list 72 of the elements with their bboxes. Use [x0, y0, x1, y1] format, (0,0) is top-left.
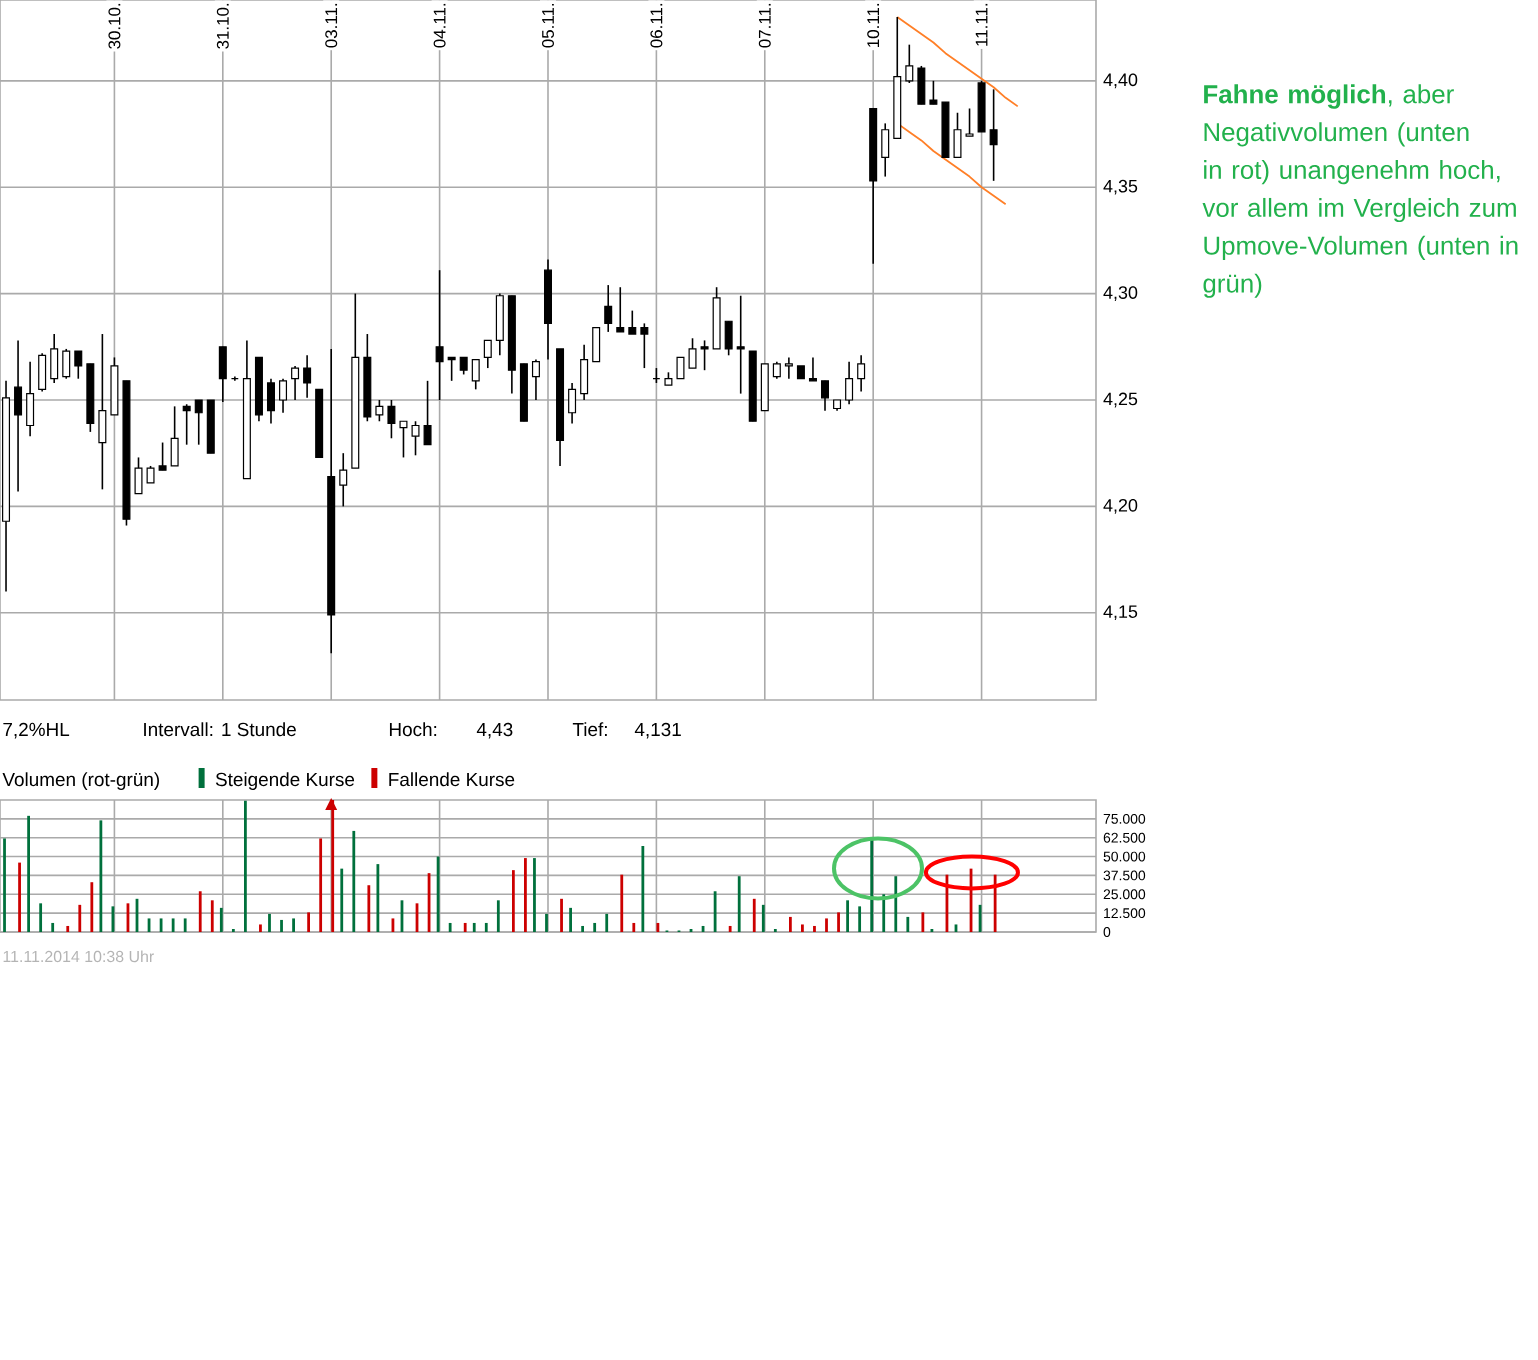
text: Hoch:: [389, 722, 437, 737]
candlestick: [435, 269, 444, 401]
y-tick-label: 4,30: [1103, 286, 1138, 301]
candlestick: [218, 346, 227, 403]
candlestick: [760, 363, 769, 412]
candlestick: [929, 80, 938, 106]
x-tick-label: 06.11.: [650, 3, 663, 48]
candlestick: [495, 292, 504, 357]
x-tick-label: 10.11.: [867, 3, 880, 47]
candlestick: [580, 343, 589, 401]
y-tick-label: 4,35: [1103, 179, 1138, 195]
candlestick: [808, 356, 817, 382]
candlestick: [423, 380, 432, 446]
candlestick: [158, 441, 167, 471]
candlestick: [303, 354, 312, 399]
candlestick: [98, 333, 107, 491]
candlestick: [447, 356, 456, 382]
candlestick: [50, 333, 59, 384]
candlestick: [170, 405, 179, 467]
candlestick: [74, 350, 83, 380]
text: Tief:: [572, 722, 607, 737]
candlestick: [821, 380, 830, 412]
candlestick: [604, 284, 613, 333]
candlestick: [62, 348, 71, 380]
candlestick: [784, 356, 793, 380]
candlestick: [266, 377, 275, 425]
legend-title: Volumen (rot-grün): [2, 772, 159, 790]
candlestick: [291, 365, 300, 401]
legend-label: Steigende Kurse: [215, 772, 355, 790]
candlestick: [339, 452, 348, 508]
legend-label: Fallende Kurse: [389, 772, 515, 787]
x-tick-label: 04.11.: [433, 3, 446, 48]
candlestick: [14, 339, 23, 493]
candlestick: [531, 358, 540, 401]
x-tick-label: 31.10.: [216, 3, 229, 49]
x-tick-label: 03.11.: [325, 3, 338, 48]
candlestick: [471, 358, 480, 391]
candlestick: [628, 309, 637, 335]
candlestick: [194, 399, 203, 446]
candlestick: [845, 360, 854, 406]
candlestick: [483, 339, 492, 369]
candlestick: [724, 320, 733, 357]
candlestick: [640, 322, 649, 369]
text: Intervall: 1 Stunde: [144, 722, 296, 737]
y-tick-label: 4,20: [1103, 498, 1138, 514]
candlestick: [989, 88, 998, 182]
text: 4,131: [634, 722, 681, 739]
candlestick: [736, 294, 745, 395]
x-tick-label: 05.11.: [542, 3, 554, 48]
x-tick-label: 07.11.: [758, 3, 771, 48]
candlestick: [592, 327, 601, 363]
candlestick: [387, 399, 396, 440]
candlestick: [568, 382, 577, 425]
candlestick: [616, 286, 625, 333]
text: 7,2%HL: [3, 722, 70, 739]
text: Fahne möglich, aber Negativvolumen (unten in rot) unangenehm hoch, vor allem im Vergleich zum Upmove-Volumen (unten in grün): [1202, 84, 1518, 298]
candlestick: [375, 399, 384, 423]
text: 4,43: [476, 722, 513, 739]
candlestick: [700, 339, 709, 371]
candlestick: [881, 122, 890, 178]
x-tick-label: 11.11.: [975, 3, 988, 46]
y-tick-label: 4,40: [1103, 73, 1138, 89]
candlestick: [38, 352, 47, 393]
y-tick-label: 4,15: [1103, 605, 1138, 621]
y-tick-label: 4,25: [1103, 392, 1138, 408]
x-tick-label: 30.10.: [108, 3, 121, 49]
candlestick: [905, 43, 914, 84]
candlestick: [26, 360, 35, 437]
candlestick: [279, 377, 288, 414]
candlestick: [917, 65, 926, 106]
candlestick: [182, 403, 191, 446]
candlestick: [857, 354, 866, 393]
